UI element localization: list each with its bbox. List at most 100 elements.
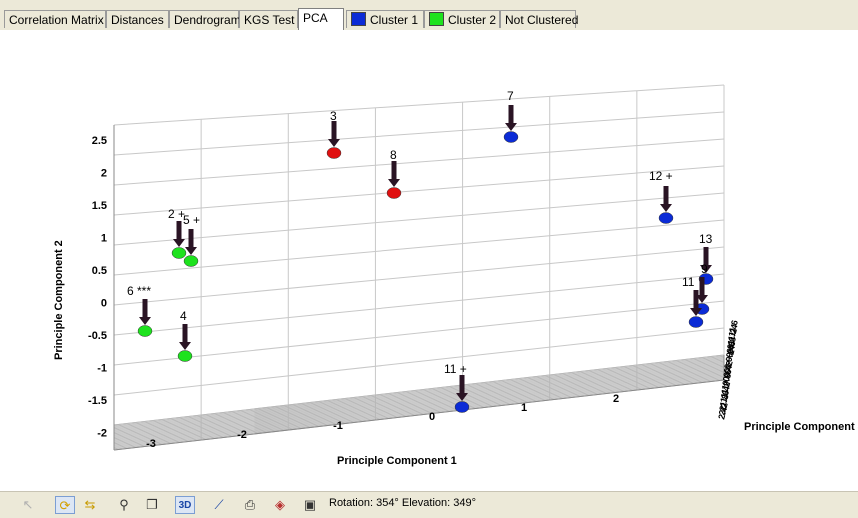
- data-point: [688, 316, 704, 328]
- grid-line: [113, 368, 725, 440]
- pca-chart-svg: 2.521.510.50-0.5-1-1.5-2-3-2-10122.42.22…: [53, 84, 858, 467]
- grid-line: [113, 358, 725, 430]
- point-arrow-head: [696, 295, 708, 303]
- rotate-icon[interactable]: ⟳: [55, 496, 75, 514]
- grid-line: [113, 373, 725, 445]
- legend-not-clustered[interactable]: Not Clustered: [500, 10, 578, 28]
- grid-line: [113, 365, 725, 437]
- z-tick-label: -1: [725, 339, 737, 349]
- grid-line: [113, 362, 725, 433]
- x-axis-line: [113, 379, 725, 451]
- y-tick-label: 2: [101, 168, 107, 180]
- grid-line: [113, 357, 725, 428]
- grid-line: [113, 192, 725, 246]
- point-label: 13: [699, 232, 713, 246]
- point-arrow-head: [700, 265, 712, 273]
- y-tick-label: 1.5: [92, 200, 107, 212]
- grid-line: [113, 377, 725, 448]
- grid-line: [113, 359, 725, 431]
- tab-correlation-matrix[interactable]: Correlation Matrix: [4, 10, 106, 28]
- zoom-icon[interactable]: ⚲: [119, 497, 129, 512]
- legend-cluster-1-label: Cluster 1: [370, 13, 419, 27]
- grid-line: [113, 355, 725, 427]
- point-label: 4: [180, 309, 187, 323]
- cluster-1-swatch: [351, 12, 366, 26]
- print-icon[interactable]: ⎙: [244, 497, 256, 512]
- x-axis-title: Principle Component 1: [337, 455, 457, 467]
- grid-line: [113, 378, 725, 450]
- point-label: 5 +: [183, 213, 200, 227]
- data-point: [183, 255, 199, 267]
- point-label: 2 +: [168, 207, 185, 221]
- y-tick-label: 1: [101, 233, 107, 245]
- tab-distances[interactable]: Distances: [106, 10, 169, 28]
- data-point: [326, 147, 342, 159]
- grid-line: [113, 364, 725, 436]
- point-label: 11: [682, 275, 695, 289]
- point-arrow-head: [173, 239, 185, 247]
- legend-cluster-2[interactable]: Cluster 2: [424, 10, 500, 28]
- point-arrow-head: [179, 342, 191, 350]
- y-tick-label: 2.5: [92, 135, 107, 147]
- grid-line: [113, 111, 725, 156]
- z-tick-label: -1.4: [726, 323, 740, 341]
- grid-lines: [113, 84, 725, 451]
- pca-3d-plot[interactable]: 2.5 2 1.5 1 0.5 0 -0.5 -1 -1.5 -2 -3 -2 -1 0 1 2 2.4 2.2 2…: [4, 30, 858, 491]
- x-tick-label: -3: [146, 438, 156, 450]
- tick-labels: 2.521.510.50-0.5-1-1.5-2-3-2-10122.42.22…: [88, 135, 740, 450]
- edit-chart-icon[interactable]: ⟋: [214, 497, 224, 512]
- copy-icon[interactable]: ❐: [146, 497, 158, 512]
- z-tick-label: -0.2: [723, 348, 737, 366]
- point-arrow-head: [456, 393, 468, 401]
- z-tick-label: 0.6: [721, 368, 734, 383]
- y-tick-label: -1.5: [88, 395, 107, 407]
- palette-icon[interactable]: ◈: [275, 497, 285, 512]
- point-label: 7: [507, 89, 514, 103]
- point-arrow-head: [328, 139, 340, 147]
- z-axis-title: Principle Component 3: [744, 421, 858, 433]
- z-tick-label: -1.6: [726, 319, 740, 337]
- x-tick-label: -1: [333, 420, 343, 432]
- point-arrow-head: [690, 308, 702, 316]
- point-arrow-head: [388, 179, 400, 187]
- grid-line: [113, 300, 725, 366]
- y-tick-label: -0.5: [88, 330, 107, 342]
- grid-line: [113, 363, 725, 435]
- point-label: 3: [330, 109, 337, 123]
- grid-line: [113, 369, 725, 441]
- 3d-toggle-button[interactable]: 3D: [175, 496, 195, 514]
- z-tick-label: 1.2: [719, 381, 732, 396]
- grid-line: [113, 370, 725, 442]
- tab-bar: Correlation Matrix Distances Dendrogram …: [0, 0, 858, 30]
- z-tick-label: 1.6: [718, 389, 731, 404]
- point-arrow-head: [660, 204, 672, 212]
- z-tick-label: -1.2: [725, 327, 739, 345]
- legend-cluster-1[interactable]: Cluster 1: [346, 10, 424, 28]
- data-point: [454, 401, 470, 413]
- tab-kgs-test[interactable]: KGS Test: [239, 10, 298, 28]
- pointer-icon[interactable]: ↖: [22, 497, 34, 512]
- z-tick-label: 0.2: [722, 360, 735, 375]
- chart-toolbar: ↖ ⟳ ⇆ ⚲ ❐ 3D ⟋ ⎙ ◈ ▣: [0, 491, 858, 518]
- point-label: 8: [390, 148, 397, 162]
- x-tick-label: 2: [613, 393, 619, 405]
- tab-pca[interactable]: PCA: [298, 8, 344, 30]
- y-axis-title: Principle Component 2: [53, 240, 65, 360]
- save-icon[interactable]: ▣: [303, 497, 317, 512]
- pan-icon[interactable]: ⇆: [84, 497, 96, 512]
- y-tick-label: -2: [97, 428, 107, 440]
- grid-line: [113, 367, 725, 438]
- grid-line: [113, 165, 725, 216]
- point-label: 12 +: [649, 169, 673, 183]
- data-points: 3 8 7 12 + 13 9 11 11 + 2 +5 + 6 *** 4: [127, 89, 714, 413]
- z-tick-label: 0.4: [721, 364, 734, 379]
- x-tick-label: 0: [429, 411, 435, 423]
- z-tick-label: 1: [720, 384, 731, 391]
- grid-line: [113, 138, 725, 186]
- z-tick-label: -0.4: [723, 344, 737, 362]
- grid-line: [113, 327, 725, 396]
- grid-line: [113, 375, 725, 447]
- tab-dendrogram[interactable]: Dendrogram: [169, 10, 241, 28]
- x-tick-label: 1: [521, 402, 527, 414]
- rotation-status: Rotation: 354° Elevation: 349°: [329, 497, 477, 509]
